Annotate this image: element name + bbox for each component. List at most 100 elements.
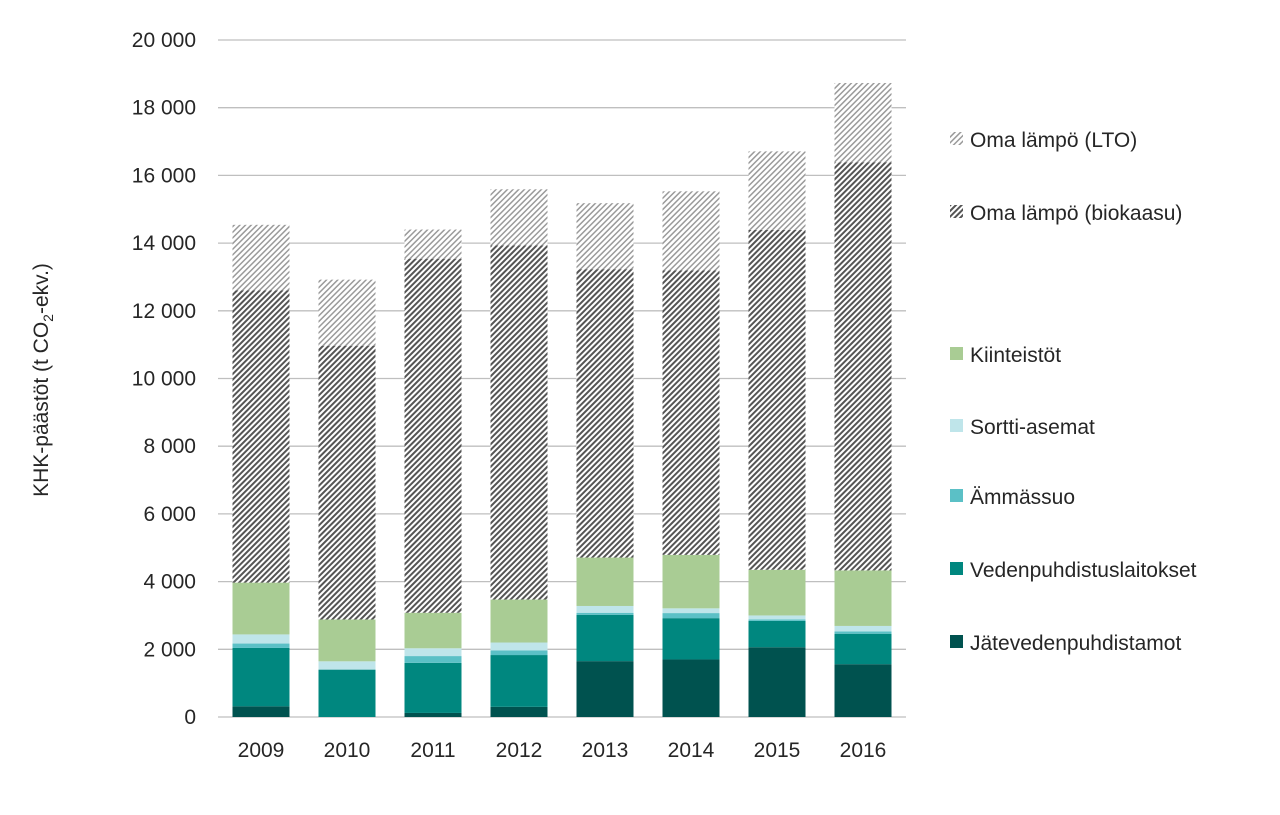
bar-segment-oma-lämpö-biokaasu--2011 (404, 258, 462, 613)
x-tick-label: 2011 (410, 739, 455, 762)
legend-item: Oma lämpö (LTO) (950, 129, 1137, 152)
x-tick-label: 2015 (754, 739, 801, 762)
bar-segment-ämmässuo-2015 (748, 619, 806, 621)
bar-segment-kiinteistöt-2016 (834, 570, 892, 626)
bar-segment-vedenpuhdistuslaitokset-2015 (748, 620, 806, 648)
x-tick-labels: 2009 2010 2011 2012 2013 2014 2015 2016 (238, 739, 887, 762)
bar-segment-vedenpuhdistuslaitokset-2010 (318, 669, 376, 717)
legend-item: Vedenpuhdistuslaitokset (950, 559, 1197, 582)
x-tick-label: 2016 (840, 739, 887, 762)
bar-segment-oma-lämpö-biokaasu--2013 (576, 269, 634, 558)
y-tick-label: 0 (184, 706, 196, 729)
bar-segment-oma-lämpö-lto--2010 (318, 279, 376, 346)
legend-item: Jätevedenpuhdistamot (950, 632, 1181, 655)
legend-item: Ämmässuo (950, 486, 1075, 509)
bar-segment-ämmässuo-2014 (662, 613, 720, 619)
bar-segment-ämmässuo-2011 (404, 656, 462, 663)
bar-segment-oma-lämpö-lto--2016 (834, 82, 892, 163)
bar-segment-jätevedenpuhdistamot-2011 (404, 712, 462, 717)
y-tick-label: 6 000 (143, 503, 196, 526)
bar-segment-jätevedenpuhdistamot-2015 (748, 647, 806, 717)
bar-segment-vedenpuhdistuslaitokset-2012 (490, 655, 548, 707)
y-tick-label: 10 000 (132, 368, 196, 391)
x-tick-label: 2014 (668, 739, 715, 762)
bar-segment-jätevedenpuhdistamot-2014 (662, 659, 720, 717)
legend-label: Jätevedenpuhdistamot (970, 632, 1181, 655)
bar-segment-oma-lämpö-lto--2013 (576, 203, 634, 270)
legend-swatch (950, 132, 963, 145)
bar-segment-ämmässuo-2009 (232, 643, 290, 648)
bar-segment-sortti-asemat-2010 (318, 661, 376, 670)
legend-label: Sortti-asemat (970, 416, 1095, 439)
bar-segment-oma-lämpö-lto--2012 (490, 189, 548, 246)
legend-swatch (950, 419, 963, 432)
bar-segment-oma-lämpö-biokaasu--2012 (490, 245, 548, 600)
bar-segment-kiinteistöt-2014 (662, 554, 720, 609)
bar-segment-ämmässuo-2012 (490, 650, 548, 656)
bar-segment-sortti-asemat-2012 (490, 642, 548, 651)
bar-segment-jätevedenpuhdistamot-2012 (490, 706, 548, 717)
legend-label: Oma lämpö (biokaasu) (970, 202, 1182, 225)
y-tick-label: 20 000 (132, 29, 196, 52)
bar-segment-vedenpuhdistuslaitokset-2013 (576, 614, 634, 662)
bar-segment-oma-lämpö-lto--2011 (404, 229, 462, 259)
bar-segment-sortti-asemat-2014 (662, 608, 720, 614)
legend-swatch (950, 205, 963, 218)
legend-item: Kiinteistöt (950, 344, 1061, 367)
y-tick-label: 12 000 (132, 300, 196, 323)
bar-segment-jätevedenpuhdistamot-2009 (232, 706, 290, 717)
legend-swatch (950, 562, 963, 575)
bar-segment-oma-lämpö-biokaasu--2014 (662, 270, 720, 555)
bar-segment-vedenpuhdistuslaitokset-2011 (404, 662, 462, 713)
y-tick-label: 8 000 (143, 435, 196, 458)
x-tick-label: 2009 (238, 739, 285, 762)
legend-swatch (950, 635, 963, 648)
bar-segment-kiinteistöt-2009 (232, 582, 290, 635)
bar-segment-sortti-asemat-2013 (576, 605, 634, 613)
bar-segment-oma-lämpö-biokaasu--2016 (834, 162, 892, 571)
x-tick-label: 2012 (496, 739, 543, 762)
bar-segment-oma-lämpö-lto--2009 (232, 224, 290, 291)
y-tick-labels: 0 2 000 4 000 6 000 8 000 10 000 12 000 14 000 1… (132, 29, 196, 729)
y-tick-label: 18 000 (132, 97, 196, 120)
y-tick-label: 14 000 (132, 232, 196, 255)
legend-item: Sortti-asemat (950, 416, 1095, 439)
legend-label: Oma lämpö (LTO) (970, 129, 1137, 152)
bar-segment-sortti-asemat-2011 (404, 648, 462, 657)
x-tick-label: 2010 (324, 739, 371, 762)
bar-segment-sortti-asemat-2015 (748, 615, 806, 620)
bar-segment-oma-lämpö-biokaasu--2015 (748, 229, 806, 570)
bar-segment-kiinteistöt-2010 (318, 619, 376, 662)
bar-segment-vedenpuhdistuslaitokset-2009 (232, 647, 290, 707)
bar-segment-oma-lämpö-lto--2015 (748, 151, 806, 230)
bars (232, 82, 892, 717)
y-tick-label: 4 000 (143, 571, 196, 594)
bar-segment-ämmässuo-2013 (576, 612, 634, 615)
bar-segment-ämmässuo-2016 (834, 631, 892, 634)
bar-segment-oma-lämpö-biokaasu--2009 (232, 290, 290, 583)
legend-swatch (950, 489, 963, 502)
bar-segment-kiinteistöt-2011 (404, 612, 462, 649)
bar-segment-vedenpuhdistuslaitokset-2016 (834, 633, 892, 665)
bar-segment-vedenpuhdistuslaitokset-2014 (662, 618, 720, 660)
bar-segment-oma-lämpö-lto--2014 (662, 191, 720, 271)
bar-segment-sortti-asemat-2016 (834, 625, 892, 632)
bar-segment-kiinteistöt-2012 (490, 599, 548, 643)
bar-segment-jätevedenpuhdistamot-2016 (834, 664, 892, 717)
legend-label: Ämmässuo (970, 486, 1075, 509)
legend: Jätevedenpuhdistamot Vedenpuhdistuslaitok… (950, 129, 1197, 655)
bar-segment-kiinteistöt-2015 (748, 569, 806, 616)
bar-segment-kiinteistöt-2013 (576, 557, 634, 606)
legend-label: Vedenpuhdistuslaitokset (970, 559, 1197, 582)
bar-segment-jätevedenpuhdistamot-2013 (576, 661, 634, 717)
x-tick-label: 2013 (582, 739, 629, 762)
legend-swatch (950, 347, 963, 360)
y-axis-label: KHK-päästöt (t CO2-ekv.) (30, 263, 56, 497)
bar-segment-oma-lämpö-biokaasu--2010 (318, 345, 376, 620)
y-tick-label: 2 000 (143, 638, 196, 661)
legend-label: Kiinteistöt (970, 344, 1061, 367)
y-tick-label: 16 000 (132, 164, 196, 187)
legend-item: Oma lämpö (biokaasu) (950, 202, 1182, 225)
bar-segment-sortti-asemat-2009 (232, 634, 290, 644)
